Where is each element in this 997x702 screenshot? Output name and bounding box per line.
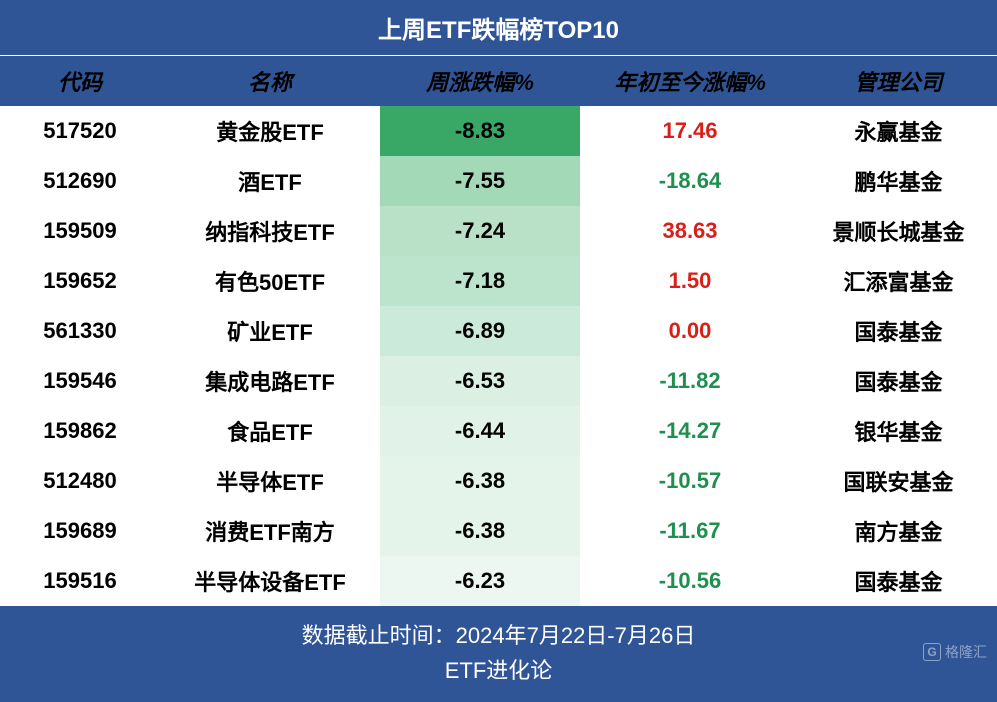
cell-code: 512480 <box>0 456 160 506</box>
cell-name: 有色50ETF <box>160 256 380 306</box>
cell-weekly: -7.55 <box>380 156 580 206</box>
cell-manager: 国泰基金 <box>800 306 997 356</box>
table-row: 159862食品ETF-6.44-14.27银华基金 <box>0 406 997 456</box>
cell-manager: 南方基金 <box>800 506 997 556</box>
table-row: 512480半导体ETF-6.38-10.57国联安基金 <box>0 456 997 506</box>
cell-name: 半导体设备ETF <box>160 556 380 606</box>
cell-manager: 国联安基金 <box>800 456 997 506</box>
table-row: 159652有色50ETF-7.181.50汇添富基金 <box>0 256 997 306</box>
cell-weekly: -6.38 <box>380 506 580 556</box>
table-row: 159546集成电路ETF-6.53-11.82国泰基金 <box>0 356 997 406</box>
cell-manager: 鹏华基金 <box>800 156 997 206</box>
cell-code: 159689 <box>0 506 160 556</box>
table-row: 512690酒ETF-7.55-18.64鹏华基金 <box>0 156 997 206</box>
col-header-code: 代码 <box>0 56 160 106</box>
cell-name: 消费ETF南方 <box>160 506 380 556</box>
table-title: 上周ETF跌幅榜TOP10 <box>0 0 997 56</box>
cell-weekly: -8.83 <box>380 106 580 156</box>
table-row: 517520黄金股ETF-8.8317.46永赢基金 <box>0 106 997 156</box>
cell-code: 159516 <box>0 556 160 606</box>
cell-weekly: -6.38 <box>380 456 580 506</box>
cell-weekly: -6.89 <box>380 306 580 356</box>
table-footer: 数据截止时间：2024年7月22日-7月26日 ETF进化论 <box>0 606 997 702</box>
cell-ytd: 38.63 <box>580 206 800 256</box>
etf-decliner-table: 上周ETF跌幅榜TOP10 代码 名称 周涨跌幅% 年初至今涨幅% 管理公司 5… <box>0 0 997 702</box>
cell-code: 159652 <box>0 256 160 306</box>
cell-manager: 汇添富基金 <box>800 256 997 306</box>
cell-name: 黄金股ETF <box>160 106 380 156</box>
cell-name: 矿业ETF <box>160 306 380 356</box>
cell-ytd: -11.67 <box>580 506 800 556</box>
cell-code: 561330 <box>0 306 160 356</box>
table-row: 561330矿业ETF-6.890.00国泰基金 <box>0 306 997 356</box>
cell-manager: 永赢基金 <box>800 106 997 156</box>
col-header-ytd: 年初至今涨幅% <box>580 56 800 106</box>
cell-code: 159509 <box>0 206 160 256</box>
cell-ytd: 0.00 <box>580 306 800 356</box>
col-header-weekly: 周涨跌幅% <box>380 56 580 106</box>
cell-code: 159862 <box>0 406 160 456</box>
cell-manager: 国泰基金 <box>800 556 997 606</box>
cell-weekly: -7.18 <box>380 256 580 306</box>
cell-ytd: -10.56 <box>580 556 800 606</box>
table-body: 517520黄金股ETF-8.8317.46永赢基金512690酒ETF-7.5… <box>0 106 997 606</box>
table-row: 159509纳指科技ETF-7.2438.63景顺长城基金 <box>0 206 997 256</box>
cell-ytd: -14.27 <box>580 406 800 456</box>
watermark-text: 格隆汇 <box>945 642 987 662</box>
cell-name: 半导体ETF <box>160 456 380 506</box>
cell-ytd: 1.50 <box>580 256 800 306</box>
col-header-manager: 管理公司 <box>800 56 997 106</box>
cell-manager: 景顺长城基金 <box>800 206 997 256</box>
col-header-name: 名称 <box>160 56 380 106</box>
cell-name: 集成电路ETF <box>160 356 380 406</box>
cell-name: 酒ETF <box>160 156 380 206</box>
cell-ytd: -10.57 <box>580 456 800 506</box>
cell-manager: 国泰基金 <box>800 356 997 406</box>
table-header-row: 代码 名称 周涨跌幅% 年初至今涨幅% 管理公司 <box>0 56 997 106</box>
table-row: 159689消费ETF南方-6.38-11.67南方基金 <box>0 506 997 556</box>
cell-name: 食品ETF <box>160 406 380 456</box>
cell-name: 纳指科技ETF <box>160 206 380 256</box>
watermark: G 格隆汇 <box>923 642 987 662</box>
table-row: 159516半导体设备ETF-6.23-10.56国泰基金 <box>0 556 997 606</box>
cell-weekly: -6.44 <box>380 406 580 456</box>
watermark-badge-icon: G <box>923 643 941 661</box>
cell-code: 517520 <box>0 106 160 156</box>
cell-ytd: -18.64 <box>580 156 800 206</box>
cell-code: 512690 <box>0 156 160 206</box>
cell-weekly: -6.23 <box>380 556 580 606</box>
cell-ytd: -11.82 <box>580 356 800 406</box>
cell-weekly: -6.53 <box>380 356 580 406</box>
cell-ytd: 17.46 <box>580 106 800 156</box>
cell-code: 159546 <box>0 356 160 406</box>
footer-source: ETF进化论 <box>0 653 997 688</box>
footer-date-range: 数据截止时间：2024年7月22日-7月26日 <box>0 618 997 653</box>
cell-weekly: -7.24 <box>380 206 580 256</box>
cell-manager: 银华基金 <box>800 406 997 456</box>
